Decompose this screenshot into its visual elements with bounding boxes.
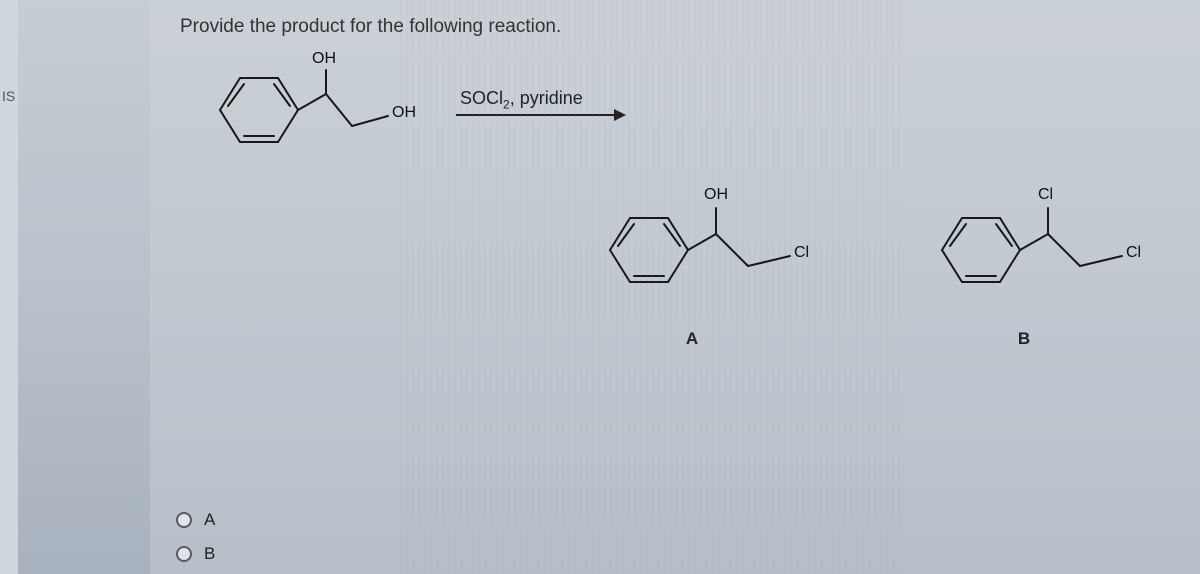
answer-choice-b[interactable]: B bbox=[176, 544, 215, 564]
option-a-block: OH Cl A bbox=[582, 176, 842, 349]
reactant-oh-top-label: OH bbox=[312, 50, 336, 68]
reactant-oh-bottom-label: OH bbox=[392, 104, 416, 122]
radio-icon[interactable] bbox=[176, 512, 192, 528]
option-b-letter: B bbox=[954, 329, 1094, 349]
answer-choice-b-label: B bbox=[204, 544, 215, 564]
question-panel: Provide the product for the following re… bbox=[150, 0, 1200, 574]
reaction-row: OH OH SOCl2, pyridine bbox=[192, 56, 1176, 166]
left-strip: IS bbox=[0, 0, 18, 574]
option-b-bottom-label: Cl bbox=[1126, 244, 1141, 262]
option-a-bottom-label: Cl bbox=[794, 244, 809, 262]
reagent-prefix: SOCl bbox=[460, 88, 503, 108]
option-a-top-label: OH bbox=[704, 186, 728, 204]
answer-choice-a-label: A bbox=[204, 510, 215, 530]
left-strip-text: IS bbox=[2, 88, 15, 104]
option-b-block: Cl Cl B bbox=[914, 176, 1174, 349]
option-a-letter: A bbox=[622, 329, 762, 349]
question-text: Provide the product for the following re… bbox=[180, 16, 1176, 38]
radio-icon[interactable] bbox=[176, 546, 192, 562]
reaction-arrow bbox=[456, 114, 624, 116]
option-b-top-label: Cl bbox=[1038, 186, 1053, 204]
reactant-structure bbox=[192, 56, 422, 166]
answer-choices: A B bbox=[176, 496, 215, 564]
reagent-suffix: , pyridine bbox=[510, 88, 583, 108]
reagent-text: SOCl2, pyridine bbox=[460, 88, 583, 112]
answer-choice-a[interactable]: A bbox=[176, 510, 215, 530]
reagent-sub: 2 bbox=[503, 98, 510, 112]
answer-structures-row: OH Cl A Cl Cl B bbox=[174, 176, 1176, 386]
